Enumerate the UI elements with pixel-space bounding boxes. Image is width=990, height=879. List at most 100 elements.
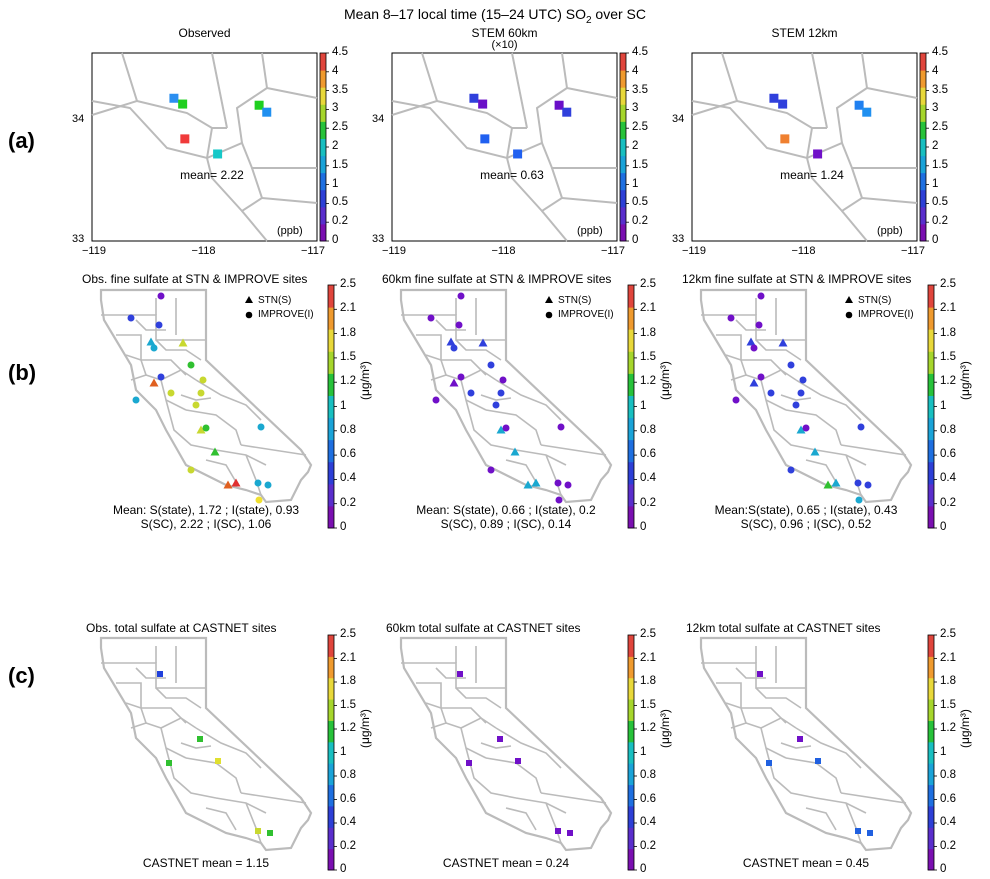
castnet-site-marker (197, 736, 203, 742)
legend-improve-label: IMPROVE(I) (858, 309, 914, 320)
sc-map (691, 52, 918, 242)
colorbar-segment (628, 677, 634, 700)
colorbar-segment (320, 121, 326, 139)
improve-site-marker (797, 389, 805, 397)
improve-site-marker (127, 314, 135, 322)
panel-c-title: 60km total sulfate at CASTNET sites (386, 621, 581, 635)
improve-site-marker (199, 376, 207, 384)
panel-c-title: Obs. total sulfate at CASTNET sites (86, 621, 277, 635)
colorbar-segment (328, 307, 334, 330)
colorbar-segment (928, 741, 934, 764)
site-marker (769, 93, 779, 103)
colorbar-tick-label: 2.5 (932, 121, 948, 134)
castnet-site-marker (166, 760, 172, 766)
colorbar-tick-label: 0 (940, 521, 947, 533)
improve-site-marker (554, 479, 562, 487)
colorbar-segment (620, 70, 626, 88)
colorbar-tick-label: 1.8 (640, 326, 656, 339)
colorbar-tick-label: 1.2 (640, 722, 656, 734)
colorbar-segment (328, 784, 334, 807)
improve-site-marker (557, 423, 565, 431)
stn-legend-symbol (245, 296, 253, 303)
site-marker (513, 149, 523, 159)
panel-b-mean-line1: Mean:S(state), 0.65 ; I(state), 0.43 (714, 503, 898, 517)
colorbar-segment (928, 395, 934, 419)
improve-site-marker (257, 423, 265, 431)
colorbar-tick-label: 0.8 (940, 769, 956, 781)
castnet-site-marker (867, 830, 873, 836)
site-marker (478, 99, 488, 109)
colorbar-tick-label: 0.5 (932, 196, 948, 209)
castnet-site-marker (766, 760, 772, 766)
colorbar-tick-label: 0 (932, 234, 939, 246)
x-tick-label: −118 (491, 245, 516, 257)
improve-site-marker (467, 389, 475, 397)
colorbar-tick-label: 2.1 (340, 651, 356, 664)
colorbar-tick-label: 1.2 (340, 722, 356, 734)
colorbar-tick-label: 0.2 (932, 215, 948, 228)
colorbar-tick-label: 0.2 (340, 839, 356, 852)
site-marker (480, 134, 490, 144)
site-marker (780, 134, 790, 144)
colorbar-segment (928, 417, 934, 441)
improve-site-marker (864, 481, 872, 489)
colorbar-segment (928, 483, 934, 507)
stn-site-marker (823, 480, 833, 489)
colorbar-segment (920, 104, 926, 122)
colorbar-tick-label: 0.4 (340, 816, 356, 828)
colorbar-tick-label: 1 (340, 745, 347, 758)
colorbar-segment (928, 373, 934, 396)
x-tick-label: −119 (682, 245, 706, 257)
colorbar-segment (320, 138, 326, 157)
improve-site-marker (802, 424, 810, 432)
colorbar-b-bar (927, 284, 937, 529)
improve-site-marker (564, 481, 572, 489)
colorbar-tick-label: 1 (340, 399, 347, 412)
improve-site-marker (202, 424, 210, 432)
colorbar-tick-label: 0.8 (640, 769, 656, 781)
row-label-a: (a) (8, 128, 35, 153)
colorbar-segment (628, 763, 634, 786)
colorbar-tick-label: 3.5 (632, 83, 648, 96)
colorbar-tick-label: 0.8 (640, 423, 656, 436)
y-tick-label: 33 (672, 233, 685, 245)
colorbar-tick-label: 3 (332, 102, 339, 115)
improve-site-marker (755, 321, 763, 329)
colorbar-segment (928, 505, 934, 529)
colorbar-tick-label: 1.5 (932, 158, 948, 171)
colorbar-segment (328, 763, 334, 786)
improve-site-marker (854, 479, 862, 487)
colorbar-tick-label: 2.5 (940, 628, 956, 640)
colorbar-segment (920, 223, 926, 242)
improve-site-marker (792, 401, 800, 409)
colorbar-segment (328, 461, 334, 485)
colorbar-tick-label: 2.1 (340, 302, 356, 315)
colorbar-segment (620, 172, 626, 191)
colorbar-tick-label: 1.5 (340, 698, 356, 711)
colorbar-segment (920, 189, 926, 208)
stn-site-marker (449, 378, 459, 387)
improve-site-marker (487, 466, 495, 474)
improve-site-marker (857, 423, 865, 431)
colorbar-segment (328, 805, 334, 828)
colorbar-tick-label: 4 (632, 64, 639, 77)
x-tick-label: −118 (191, 245, 216, 257)
colorbar-tick-label: 0.2 (632, 215, 648, 228)
colorbar-segment (628, 461, 634, 485)
stn-site-marker (210, 447, 220, 456)
colorbar-tick-label: 4.5 (332, 46, 348, 58)
stn-site-marker (510, 447, 520, 456)
improve-site-marker (155, 321, 163, 329)
colorbar-tick-label: 0.6 (940, 792, 956, 805)
colorbar-tick-label: 1 (932, 177, 939, 190)
castnet-site-marker (157, 671, 163, 677)
colorbar-tick-label: 1.5 (640, 698, 656, 711)
colorbar-tick-label: 0.2 (640, 496, 656, 509)
colorbar-segment (328, 635, 334, 657)
improve-site-marker (157, 373, 165, 381)
colorbar-segment (620, 104, 626, 122)
stn-legend-symbol (845, 296, 853, 303)
panel-a-mean: mean= 0.63 (480, 168, 544, 182)
colorbar-segment (328, 329, 334, 352)
colorbar-segment (928, 307, 934, 330)
